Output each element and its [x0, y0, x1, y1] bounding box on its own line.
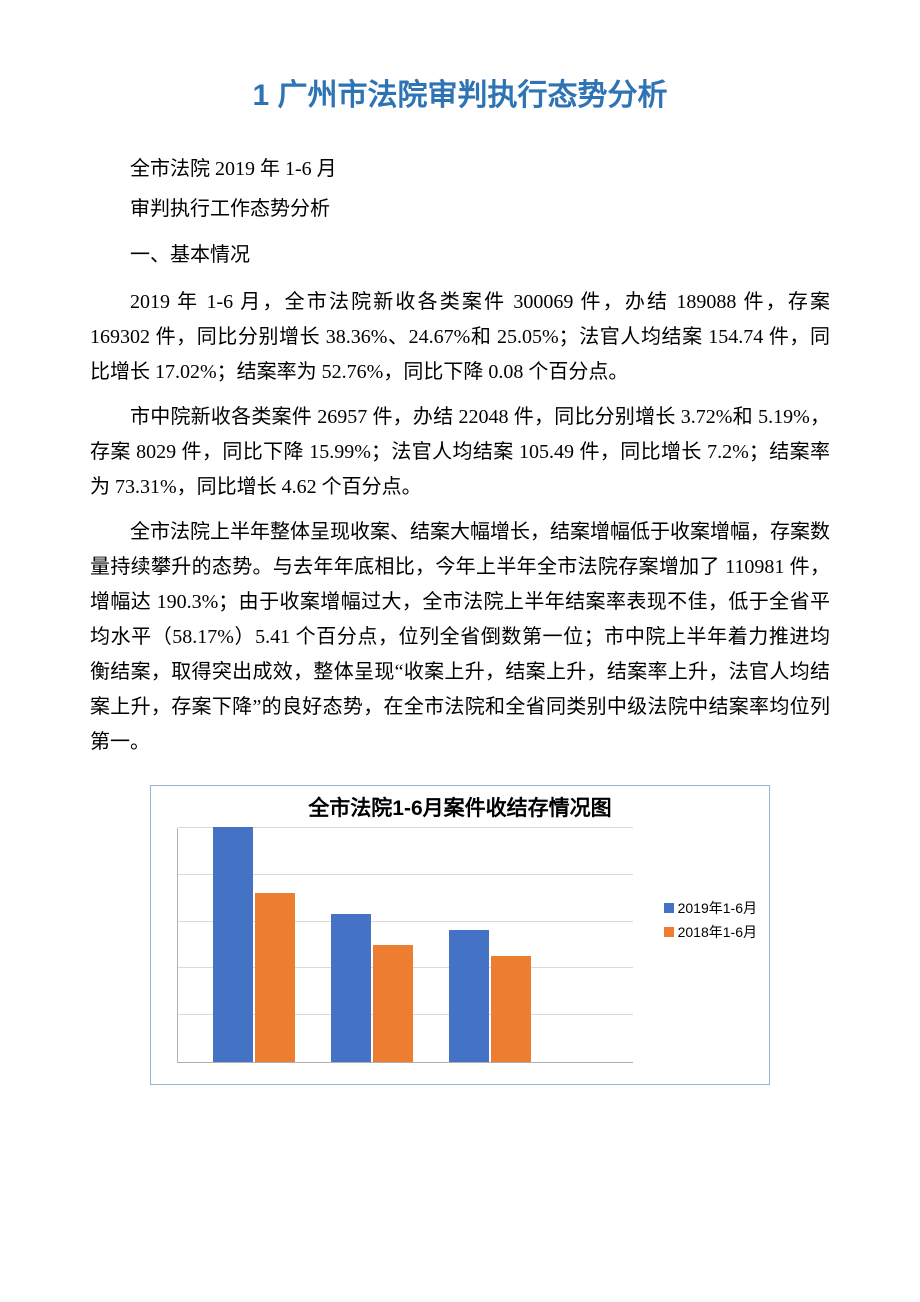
bar-chart-container: 全市法院1-6月案件收结存情况图 2019年1-6月 2018年1-6月	[150, 785, 770, 1085]
legend-label-2018: 2018年1-6月	[678, 922, 757, 942]
chart-plot-area: 2019年1-6月 2018年1-6月	[157, 828, 763, 1078]
legend-swatch-2019	[664, 903, 674, 913]
chart-bar	[331, 914, 371, 1062]
paragraph-1: 2019 年 1-6 月，全市法院新收各类案件 300069 件，办结 1890…	[90, 285, 830, 390]
legend-label-2019: 2019年1-6月	[678, 898, 757, 918]
chart-bar	[213, 827, 253, 1062]
paragraph-2: 市中院新收各类案件 26957 件，办结 22048 件，同比分别增长 3.72…	[90, 400, 830, 505]
chart-bar	[491, 956, 531, 1062]
legend-item-2019: 2019年1-6月	[664, 898, 757, 918]
subtitle-line-1: 全市法院 2019 年 1-6 月	[90, 149, 830, 189]
chart-plot-inner	[177, 828, 633, 1063]
chart-bar	[255, 893, 295, 1062]
subtitle-line-2: 审判执行工作态势分析	[90, 189, 830, 229]
page-title: 1 广州市法院审判执行态势分析	[90, 70, 830, 114]
paragraph-3: 全市法院上半年整体呈现收案、结案大幅增长，结案增幅低于收案增幅，存案数量持续攀升…	[90, 515, 830, 760]
chart-bar	[449, 930, 489, 1062]
chart-legend: 2019年1-6月 2018年1-6月	[664, 898, 757, 946]
legend-item-2018: 2018年1-6月	[664, 922, 757, 942]
chart-bar	[373, 945, 413, 1063]
section-heading-1: 一、基本情况	[90, 235, 830, 275]
legend-swatch-2018	[664, 927, 674, 937]
chart-title: 全市法院1-6月案件收结存情况图	[157, 792, 763, 822]
